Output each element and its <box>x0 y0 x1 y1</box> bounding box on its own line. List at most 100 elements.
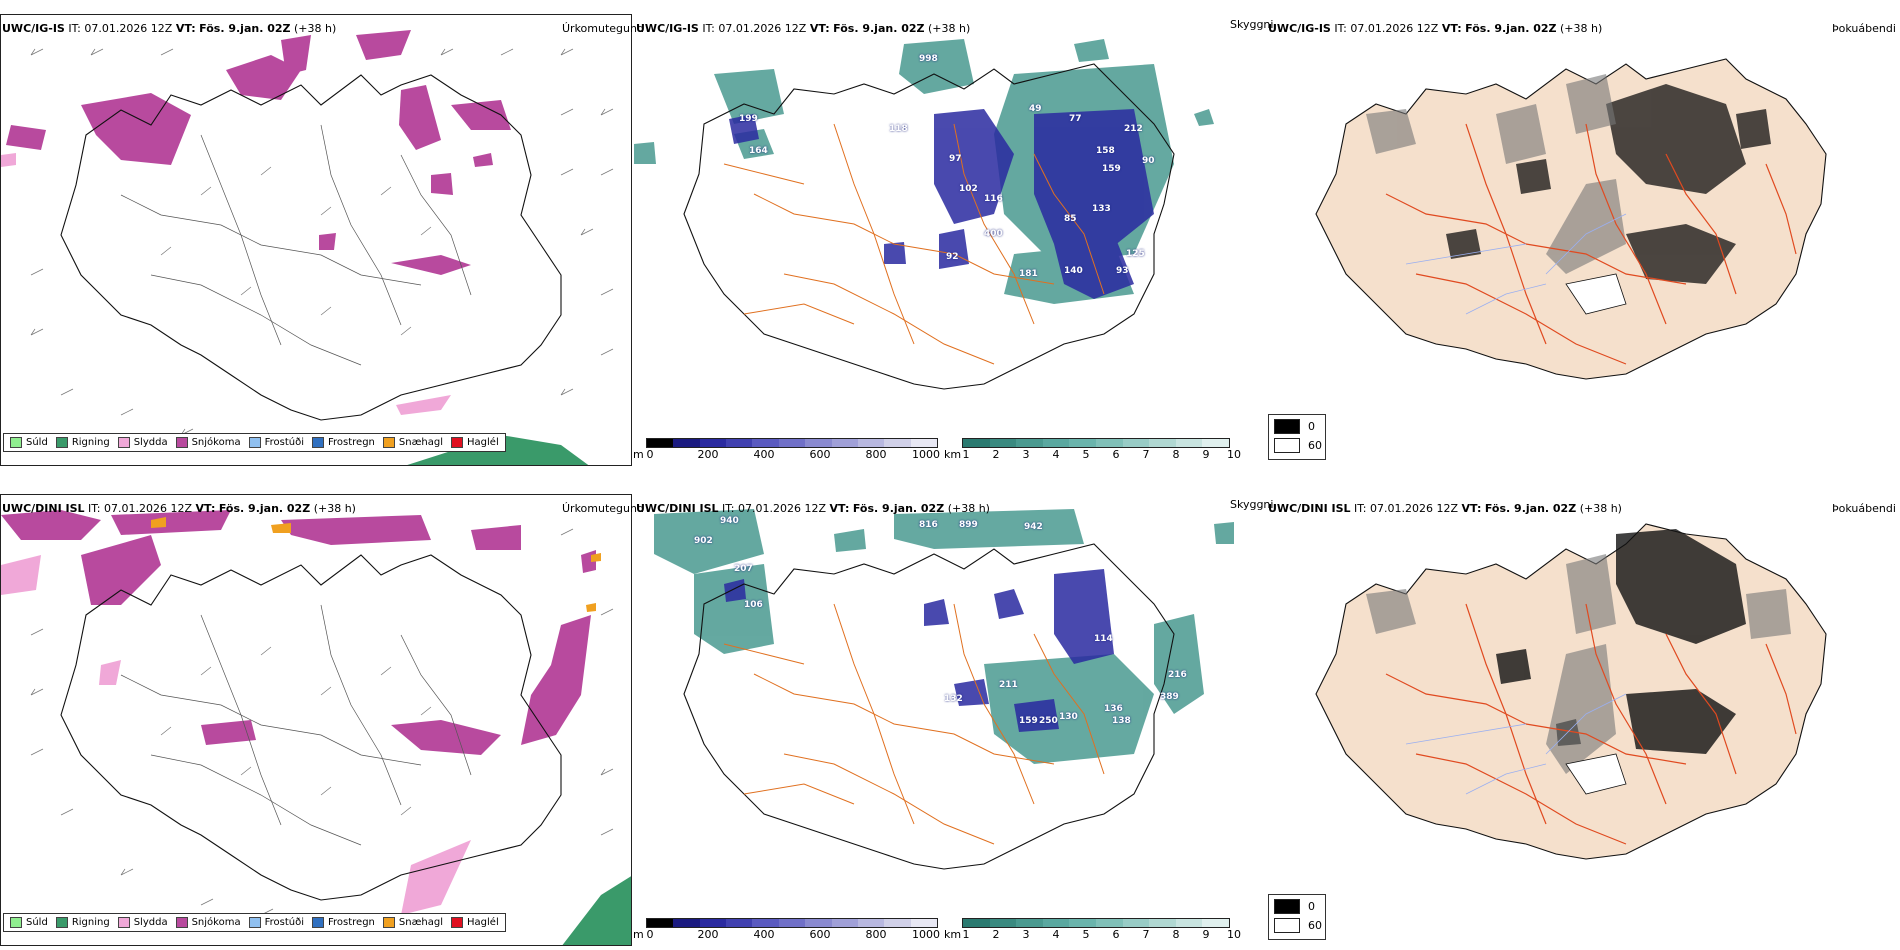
bar-segment <box>1122 439 1150 447</box>
bar-segment <box>673 919 700 927</box>
cloud-label: 998 <box>919 54 938 64</box>
legend-swatch <box>248 917 261 928</box>
bar-segment <box>963 439 990 447</box>
cloud-label: 181 <box>1019 269 1038 279</box>
precip-panel-row1: Súld Rigning Slydda Snjókoma Frostúði Fr… <box>0 14 632 466</box>
cloudbase-ticks: 0 200 400 600 800 1000 <box>646 448 941 461</box>
fog-legend-item: 60 <box>1274 918 1325 933</box>
visibility-bar <box>962 438 1230 448</box>
bar-segment <box>1149 439 1176 447</box>
bar-segment <box>805 919 832 927</box>
bar-segment <box>989 439 1017 447</box>
title-fog-row1: Þokuábendi <box>1832 22 1896 35</box>
bar-segment <box>1149 919 1176 927</box>
cloud-label: 77 <box>1069 114 1082 124</box>
header-row1-precip: UWC/IG-IS IT: 07.01.2026 12Z VT: Fös. 9.… <box>2 22 337 35</box>
bar-segment <box>752 919 779 927</box>
cloud-label: 212 <box>1124 124 1143 134</box>
legend-swatch <box>117 917 130 928</box>
bar-segment <box>647 439 674 447</box>
header-row2-cloud: UWC/DINI ISL IT: 07.01.2026 12Z VT: Fös.… <box>636 502 990 515</box>
precip-map-row1 <box>1 30 614 465</box>
legend-item-snjokoma: Snjókoma <box>175 917 241 928</box>
bar-segment <box>1095 919 1123 927</box>
cloud-label: 130 <box>1059 712 1078 722</box>
legend-item-rigning: Rigning <box>55 917 110 928</box>
legend-item-snaehagl: Snæhagl <box>382 917 443 928</box>
cloud-label: 93 <box>1116 266 1129 276</box>
title-precip-row2: Úrkomutegund <box>562 502 644 515</box>
fog-legend-item: 0 <box>1274 419 1325 434</box>
legend-item-sudl: Súld <box>10 917 48 928</box>
cloud-label: 138 <box>1112 716 1131 726</box>
header-row2-fog: UWC/DINI ISL IT: 07.01.2026 12Z VT: Fös.… <box>1268 502 1622 515</box>
visibility-ticks: 1 2 3 4 5 6 7 8 9 10 <box>962 928 1242 941</box>
cloud-label: 158 <box>1096 146 1115 156</box>
fog-map-row2 <box>1315 523 1827 860</box>
legend-item-sudl: Súld <box>10 437 48 448</box>
bar-segment <box>1175 919 1203 927</box>
precip-legend-row1: Súld Rigning Slydda Snjókoma Frostúði Fr… <box>3 433 506 452</box>
legend-swatch <box>55 437 68 448</box>
bar-segment <box>989 919 1017 927</box>
cloud-label: 102 <box>959 184 978 194</box>
visibility-bar <box>962 918 1230 928</box>
bar-segment <box>1069 919 1096 927</box>
cloud-label: 816 <box>919 520 938 530</box>
cloud-label: 942 <box>1024 522 1043 532</box>
fog-swatch <box>1274 918 1300 933</box>
cloud-label: 389 <box>1160 692 1179 702</box>
bar-segment <box>1095 439 1123 447</box>
cloud-label: 940 <box>720 516 739 526</box>
cloud-label: 207 <box>734 564 753 574</box>
cloud-label: 159 <box>1019 716 1038 726</box>
bar-segment <box>1016 919 1043 927</box>
legend-swatch <box>175 917 188 928</box>
cloud-label: 216 <box>1168 670 1187 680</box>
bar-segment <box>805 439 832 447</box>
legend-swatch <box>175 437 188 448</box>
cloud-label: 199 <box>739 114 758 124</box>
cloud-label: 114 <box>1094 634 1113 644</box>
legend-item-frostregn: Frostregn <box>312 437 375 448</box>
row-1: Súld Rigning Slydda Snjókoma Frostúði Fr… <box>0 14 1900 466</box>
cloud-label: 116 <box>984 194 1003 204</box>
cloud-label: 92 <box>946 252 959 262</box>
bar-segment <box>778 919 806 927</box>
bar-segment <box>726 439 753 447</box>
legend-swatch <box>10 437 22 448</box>
legend-item-haglel: Haglél <box>451 917 499 928</box>
cloudbase-bar <box>646 918 938 928</box>
title-fog-row2: Þokuábendi <box>1832 502 1896 515</box>
cloud-label: 106 <box>744 600 763 610</box>
legend-swatch <box>312 437 324 448</box>
cloud-panel-row1: 998 199 164 118 97 102 116 49 77 212 158… <box>634 14 1270 466</box>
title-cloud-row2: Skyggni <box>1230 498 1274 511</box>
bar-segment <box>778 439 806 447</box>
cloudbase-colorbar-row1: 0 200 400 600 800 1000 m <box>633 438 941 462</box>
bar-segment <box>1175 439 1203 447</box>
title-cloud-row1: Skyggni <box>1230 18 1274 31</box>
cloud-label: 902 <box>694 536 713 546</box>
bar-segment <box>699 439 727 447</box>
legend-swatch <box>248 437 261 448</box>
cloud-label: 132 <box>944 694 963 704</box>
row-2: Súld Rigning Slydda Snjókoma Frostúði Fr… <box>0 480 1900 950</box>
title-precip-row1: Úrkomutegund <box>562 22 644 35</box>
cloud-label: 159 <box>1102 164 1121 174</box>
fog-swatch <box>1274 419 1300 434</box>
fog-legend-item: 60 <box>1274 438 1325 453</box>
cloud-label: 118 <box>889 124 908 134</box>
cloud-label: 899 <box>959 520 978 530</box>
fog-panel-row1 <box>1266 14 1900 414</box>
bar-segment <box>647 919 674 927</box>
legend-item-snjokoma: Snjókoma <box>175 437 241 448</box>
legend-item-slydda: Slydda <box>117 917 168 928</box>
bar-segment <box>884 439 911 447</box>
cloud-panel-row2: 940 902 207 106 816 899 942 114 136 211 … <box>634 494 1270 946</box>
cloud-label: 85 <box>1064 214 1077 224</box>
bar-segment <box>1202 919 1229 927</box>
visibility-ticks: 1 2 3 4 5 6 7 8 9 10 <box>962 448 1242 461</box>
legend-item-frostregn: Frostregn <box>312 917 375 928</box>
header-row1-fog: UWC/IG-IS IT: 07.01.2026 12Z VT: Fös. 9.… <box>1268 22 1603 35</box>
